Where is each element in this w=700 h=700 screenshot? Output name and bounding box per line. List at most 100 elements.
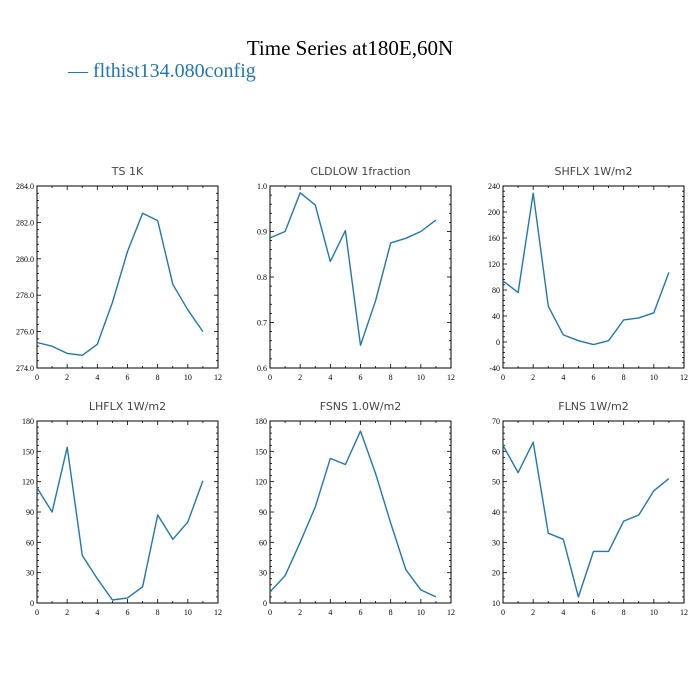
series-line-flns — [502, 441, 670, 598]
x-tick-label: 10 — [650, 608, 658, 617]
figure-title: Time Series at180E,60N — [247, 36, 453, 60]
series-line-shflx — [502, 192, 670, 346]
x-tick-label: 12 — [447, 373, 455, 382]
x-tick-label: 12 — [680, 608, 688, 617]
y-tick-label: 0.9 — [257, 228, 267, 237]
x-tick-label: 6 — [359, 373, 363, 382]
y-tick-label: 60 — [492, 447, 500, 456]
y-tick-label: 200 — [488, 208, 500, 217]
y-tick-label: 240 — [488, 182, 500, 191]
y-tick-label: 80 — [492, 286, 500, 295]
x-tick-label: 12 — [214, 373, 222, 382]
x-tick-label: 6 — [126, 373, 130, 382]
x-tick-label: 4 — [328, 608, 332, 617]
x-tick-label: 0 — [268, 373, 272, 382]
x-tick-label: 10 — [650, 373, 658, 382]
y-tick-label: 90 — [26, 508, 34, 517]
x-tick-label: 10 — [184, 373, 192, 382]
series-line-ts — [36, 212, 204, 356]
x-tick-label: 8 — [622, 373, 626, 382]
x-tick-label: 2 — [298, 608, 302, 617]
plot-frame-fsns — [269, 420, 452, 604]
x-tick-label: 8 — [389, 373, 393, 382]
y-tick-label: 0 — [263, 599, 267, 608]
y-tick-label: 90 — [259, 508, 267, 517]
x-tick-label: 8 — [389, 608, 393, 617]
x-tick-label: 4 — [328, 373, 332, 382]
panel-flns: FLNS 1W/m2 0 2 4 6 8 10 12 10 20 30 40 50 60 70 — [492, 400, 688, 617]
x-tick-label: 0 — [501, 608, 505, 617]
x-tick-label: 12 — [680, 373, 688, 382]
x-tick-label: 10 — [417, 373, 425, 382]
y-tick-label: 120 — [22, 478, 34, 487]
x-tick-label: 2 — [531, 373, 535, 382]
x-tick-label: 2 — [65, 608, 69, 617]
panel-title-shflx: SHFLX 1W/m2 — [554, 165, 632, 178]
x-tick-label: 10 — [417, 608, 425, 617]
x-tick-label: 0 — [35, 373, 39, 382]
y-tick-label: 30 — [492, 538, 500, 547]
y-tick-label: 50 — [492, 478, 500, 487]
panel-title-lhflx: LHFLX 1W/m2 — [89, 400, 166, 413]
panel-title-cldlow: CLDLOW 1fraction — [310, 165, 410, 178]
y-tick-label: 0 — [496, 338, 500, 347]
series-line-fsns — [269, 430, 437, 598]
y-tick-label: 0 — [30, 599, 34, 608]
x-tick-label: 4 — [561, 608, 565, 617]
y-tick-label: 40 — [492, 508, 500, 517]
y-tick-label: 70 — [492, 417, 500, 426]
y-tick-label: -40 — [489, 364, 500, 373]
panel-title-flns: FLNS 1W/m2 — [558, 400, 628, 413]
x-tick-label: 2 — [65, 373, 69, 382]
x-tick-label: 2 — [298, 373, 302, 382]
x-tick-label: 6 — [592, 373, 596, 382]
y-tick-label: 276.0 — [16, 328, 34, 337]
y-tick-label: 150 — [255, 447, 267, 456]
series-line-lhflx — [36, 446, 204, 601]
y-tick-label: 120 — [488, 260, 500, 269]
plot-frame-ts — [36, 185, 219, 369]
y-tick-label: 278.0 — [16, 291, 34, 300]
x-tick-label: 12 — [447, 608, 455, 617]
x-tick-label: 12 — [214, 608, 222, 617]
y-tick-label: 0.8 — [257, 273, 267, 282]
y-tick-label: 60 — [26, 538, 34, 547]
x-tick-label: 0 — [35, 608, 39, 617]
panel-ts: TS 1K 0 2 4 6 8 10 12 274.0 276.0 278.0 280.0 282.0 2… — [16, 165, 222, 382]
y-tick-label: 1.0 — [257, 182, 267, 191]
series-line-cldlow — [269, 192, 437, 346]
x-tick-label: 2 — [531, 608, 535, 617]
x-tick-label: 4 — [95, 373, 99, 382]
y-tick-label: 150 — [22, 447, 34, 456]
y-tick-label: 120 — [255, 478, 267, 487]
panel-title-ts: TS 1K — [111, 165, 144, 178]
y-tick-label: 160 — [488, 234, 500, 243]
y-tick-label: 0.6 — [257, 364, 267, 373]
y-tick-label: 180 — [255, 417, 267, 426]
x-tick-label: 8 — [622, 608, 626, 617]
y-tick-label: 10 — [492, 599, 500, 608]
y-tick-label: 274.0 — [16, 364, 34, 373]
x-tick-label: 6 — [592, 608, 596, 617]
y-tick-label: 60 — [259, 538, 267, 547]
legend-entry: — flthist134.080config — [67, 60, 256, 82]
panel-cldlow: CLDLOW 1fraction 0 2 4 6 8 10 12 0.6 0.7 0.8 0.9 1.0 — [257, 165, 455, 382]
y-tick-label: 284.0 — [16, 182, 34, 191]
y-tick-label: 282.0 — [16, 218, 34, 227]
x-tick-label: 4 — [561, 373, 565, 382]
y-tick-label: 20 — [492, 569, 500, 578]
y-tick-label: 30 — [26, 569, 34, 578]
x-tick-label: 0 — [501, 373, 505, 382]
x-tick-label: 6 — [359, 608, 363, 617]
x-tick-label: 6 — [126, 608, 130, 617]
y-tick-label: 180 — [22, 417, 34, 426]
chart-panels: TS 1K 0 2 4 6 8 10 12 274.0 276.0 278.0 280.0 282.0 2… — [16, 165, 688, 617]
y-tick-label: 40 — [492, 312, 500, 321]
y-tick-label: 0.7 — [257, 319, 267, 328]
x-tick-label: 8 — [156, 373, 160, 382]
x-tick-label: 8 — [156, 608, 160, 617]
